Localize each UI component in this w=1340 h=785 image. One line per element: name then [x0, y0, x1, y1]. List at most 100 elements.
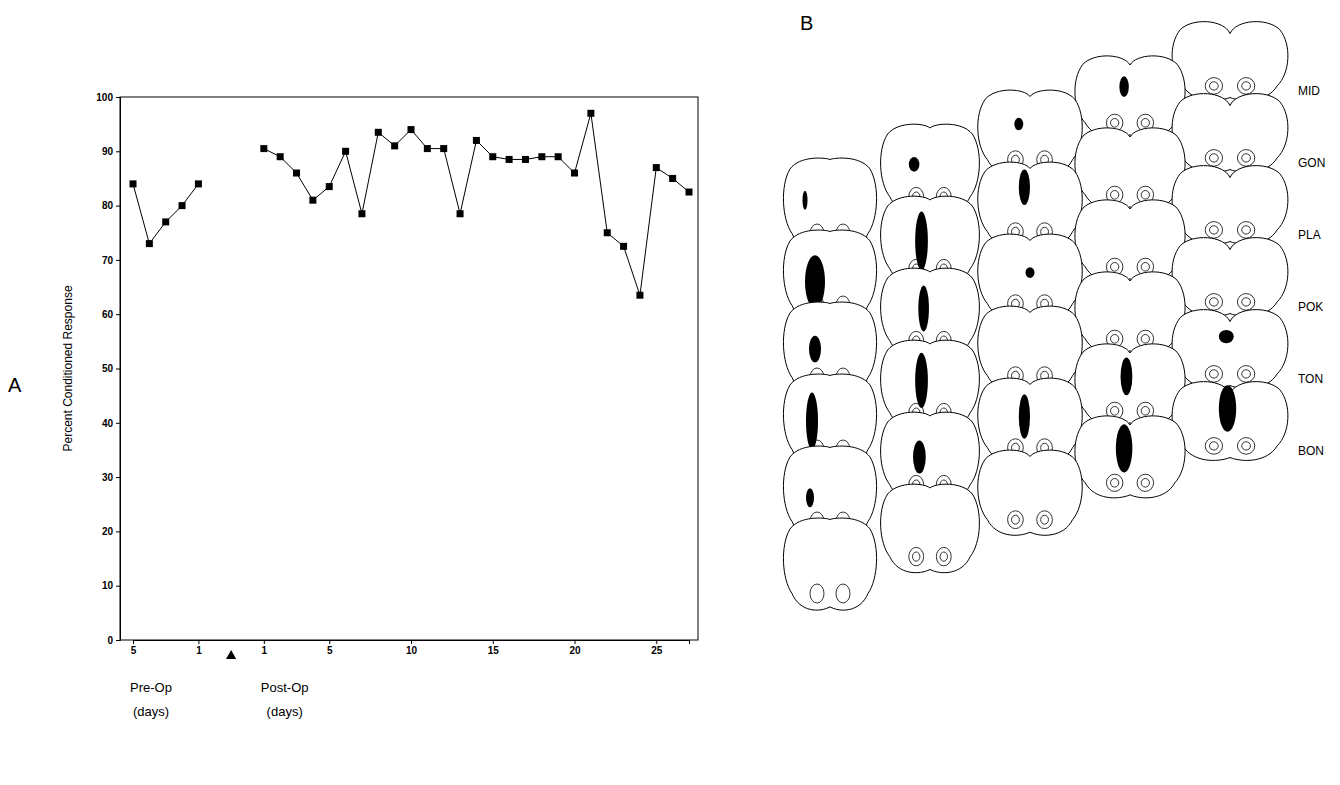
lesion — [805, 255, 825, 308]
row-label: POK — [1298, 300, 1323, 314]
brain-section — [978, 90, 1082, 175]
section-structure — [1210, 370, 1219, 378]
y-tick: 80 — [102, 200, 120, 211]
y-tick-mark — [116, 640, 120, 641]
x-tick-mark — [264, 640, 265, 644]
section-structure — [1242, 298, 1251, 306]
lesion — [806, 488, 814, 507]
section-structure — [1111, 119, 1119, 128]
section-outline — [978, 306, 1082, 391]
section-structure — [1242, 370, 1251, 378]
section-structure — [1210, 298, 1219, 306]
y-tick-label: 10 — [102, 580, 114, 591]
panel-b: MIDGONPLAPOKTONBON — [783, 22, 1325, 611]
data-point — [555, 153, 562, 160]
section-outline — [1075, 200, 1185, 282]
section-outline — [1075, 344, 1185, 426]
x-tick: 1 — [196, 640, 202, 656]
row-label: GON — [1298, 156, 1325, 170]
section-outline — [1172, 166, 1288, 245]
row-label: BON — [1298, 444, 1324, 458]
section-structure — [1037, 511, 1053, 529]
y-tick-label: 50 — [102, 363, 114, 374]
series-line — [133, 113, 689, 295]
y-tick-mark — [116, 477, 120, 478]
brain-section — [1075, 344, 1185, 426]
y-tick-label: 70 — [102, 255, 114, 266]
y-tick-mark — [116, 260, 120, 261]
section-structure — [1242, 82, 1251, 90]
section-structure — [1242, 442, 1251, 450]
x-tick-mark — [656, 640, 657, 644]
section-outline — [978, 450, 1082, 535]
lesion — [1014, 118, 1023, 130]
section-structure — [1111, 191, 1119, 200]
section-structure — [1237, 366, 1254, 383]
x-tick-mark — [493, 640, 494, 644]
y-axis-line — [116, 98, 121, 641]
section-structure — [1041, 515, 1049, 524]
y-tick-mark — [116, 423, 120, 424]
x-tick: 5 — [327, 640, 333, 656]
group-label: (days) — [133, 704, 169, 719]
brain-section — [978, 162, 1082, 247]
data-point — [293, 170, 300, 177]
y-tick: 50 — [102, 363, 120, 374]
lesion — [803, 191, 808, 210]
section-structure — [1205, 222, 1222, 239]
data-point — [277, 153, 284, 160]
group-label: Pre-Op — [130, 680, 172, 695]
y-tick-label: 0 — [107, 635, 113, 646]
section-structure — [836, 584, 850, 603]
data-point — [604, 229, 611, 236]
section-structure — [1111, 335, 1119, 344]
y-tick: 40 — [102, 418, 120, 429]
section-structure — [936, 547, 951, 565]
y-tick-label: 40 — [102, 418, 114, 429]
section-row — [783, 94, 1287, 323]
section-outline — [783, 518, 876, 610]
section-structure — [1141, 479, 1149, 488]
row-label: PLA — [1298, 228, 1321, 242]
section-outline — [881, 484, 980, 573]
brain-section — [1075, 128, 1185, 210]
y-tick-mark — [116, 369, 120, 370]
section-structure — [1242, 154, 1251, 162]
brain-section — [978, 450, 1082, 535]
section-structure — [1210, 226, 1219, 234]
x-tick-label: 1 — [196, 645, 202, 656]
x-axis-line — [134, 641, 690, 645]
section-structure — [913, 552, 920, 561]
lesion — [1119, 76, 1128, 97]
x-tick: 10 — [406, 640, 418, 656]
x-axis: 511510152025 — [131, 640, 690, 656]
brain-section — [1172, 310, 1288, 389]
y-tick: 0 — [107, 635, 120, 646]
lesion — [1019, 169, 1030, 205]
section-outline — [1075, 272, 1185, 354]
figure: 0102030405060708090100511510152025Percen… — [0, 0, 1340, 785]
panel-a: 0102030405060708090100511510152025Percen… — [61, 92, 698, 719]
brain-section — [1075, 416, 1185, 498]
y-tick: 20 — [102, 526, 120, 537]
data-point — [342, 148, 349, 155]
brain-section — [1172, 94, 1288, 173]
section-structure — [1237, 222, 1254, 239]
section-structure — [1237, 438, 1254, 455]
data-point — [506, 156, 513, 163]
data-point — [408, 126, 415, 133]
y-tick: 70 — [102, 255, 120, 266]
brain-section — [1172, 382, 1288, 461]
x-tick-label: 10 — [406, 645, 418, 656]
y-tick: 90 — [102, 146, 120, 157]
section-outline — [1075, 56, 1185, 138]
section-row — [783, 238, 1287, 467]
row-label: TON — [1298, 372, 1323, 386]
panel-letter: B — [800, 12, 813, 34]
brain-section — [783, 518, 876, 610]
section-structure — [1141, 191, 1149, 200]
data-point — [457, 210, 464, 217]
section-outline — [978, 378, 1082, 463]
group-label: (days) — [267, 704, 303, 719]
brain-section — [978, 378, 1082, 463]
